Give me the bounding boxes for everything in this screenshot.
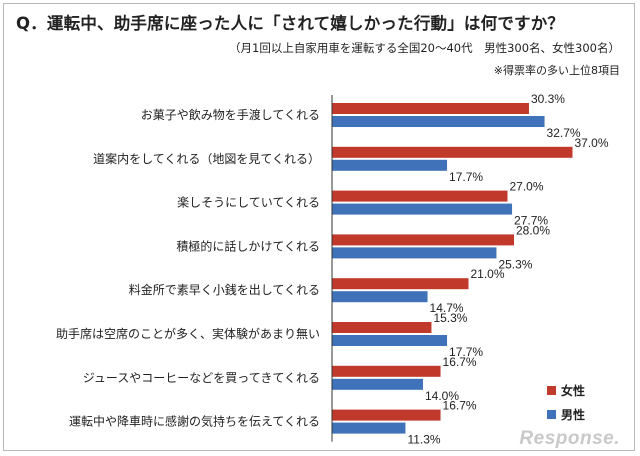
bar-female — [332, 103, 529, 114]
value-label-female: 30.3% — [531, 92, 565, 106]
legend-item-female: 女性 — [547, 378, 585, 402]
value-label-male: 14.7% — [430, 301, 464, 315]
bar-female — [332, 190, 508, 202]
bar-male — [332, 203, 513, 215]
value-label-male: 25.3% — [498, 257, 532, 271]
category-label: 運転中や降車時に感謝の気持ちを伝えてくれる — [69, 414, 320, 429]
chart-subtitle: （月1回以上自家用車を運転する全国20～40代 男性300名、女性300名） — [229, 41, 620, 55]
value-label-female: 15.3% — [433, 311, 467, 325]
legend-swatch-female — [547, 385, 556, 395]
category-label: 楽しそうにしていてくれる — [177, 196, 320, 210]
chart-frame — [3, 3, 635, 451]
value-label-female: 37.0% — [575, 136, 609, 150]
legend: 女性 男性 — [547, 378, 585, 426]
value-label-female: 21.0% — [471, 267, 505, 281]
value-label-female: 27.0% — [510, 180, 544, 194]
bar-male — [332, 378, 423, 390]
bar-male — [332, 291, 428, 303]
legend-label-male: 男性 — [561, 407, 586, 422]
bar-male — [332, 247, 497, 259]
legend-label-female: 女性 — [561, 383, 586, 398]
bar-female — [332, 365, 441, 377]
bar-female — [332, 278, 469, 290]
legend-swatch-male — [547, 409, 556, 419]
category-label: 料金所で素早く小銭を出してくれる — [129, 282, 320, 297]
bar-female — [332, 234, 514, 246]
category-label: お菓子や飲み物を手渡してくれる — [141, 107, 320, 122]
value-label-female: 16.7% — [443, 399, 477, 413]
category-label: ジュースやコーヒーなどを買ってきてくれる — [83, 371, 320, 385]
value-label-male: 32.7% — [547, 126, 581, 140]
category-label: 積極的に話しかけてくれる — [176, 238, 320, 253]
bar-female — [332, 146, 573, 158]
bar-male — [332, 159, 448, 171]
bar-male — [332, 335, 448, 346]
value-label-male: 27.7% — [514, 214, 548, 228]
value-label-male: 17.7% — [449, 345, 483, 359]
bar-male — [332, 116, 545, 127]
bar-female — [332, 409, 441, 421]
chart-note: ※得票率の多い上位8項目 — [493, 64, 620, 77]
response-logo: Response. — [519, 428, 620, 449]
legend-item-male: 男性 — [547, 402, 585, 426]
value-label-male: 17.7% — [449, 170, 483, 184]
value-label-female: 16.7% — [443, 355, 477, 369]
value-label-male: 11.3% — [407, 433, 440, 447]
value-label-female: 28.0% — [516, 223, 550, 237]
bar-female — [332, 322, 432, 333]
category-label: 助手席は空席のことが多く、実体験があまり無い — [56, 326, 320, 341]
category-label: 道案内をしてくれる（地図を見てくれる） — [93, 151, 320, 166]
bar-male — [332, 422, 406, 434]
chart-title: Q．運転中、助手席に座った人に「されて嬉しかった行動」は何ですか？ — [16, 14, 565, 33]
value-label-male: 14.0% — [425, 389, 459, 403]
